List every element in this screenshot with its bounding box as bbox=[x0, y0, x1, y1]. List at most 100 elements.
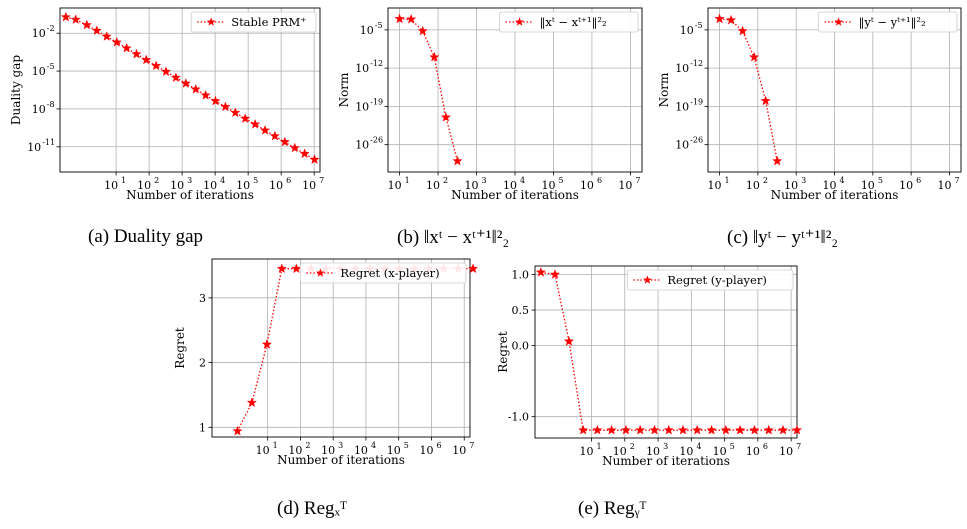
x-tick-exponent: 1 bbox=[725, 176, 730, 185]
data-point bbox=[677, 424, 689, 435]
y-axis-label: Regret bbox=[173, 327, 187, 369]
chart-regret-y: 10 1 10 2 10 3 10 4 10 5 10 6 10 7 1.0 0.5 0.0 -1.0 Regret… bbox=[480, 262, 810, 484]
plot-frame bbox=[59, 7, 321, 173]
y-axis-label: Duality gap bbox=[9, 55, 23, 125]
y-tick-label: 10 bbox=[360, 24, 374, 37]
x-tick-label: 10 bbox=[746, 445, 760, 458]
x-tick-exponent: 5 bbox=[253, 176, 258, 185]
x-tick-label: 10 bbox=[236, 179, 250, 192]
y-tick-label: 3 bbox=[199, 292, 206, 305]
plot-frame bbox=[534, 265, 798, 439]
data-point bbox=[406, 13, 417, 24]
x-tick-label: 10 bbox=[302, 179, 316, 192]
data-point bbox=[91, 25, 102, 36]
data-point bbox=[394, 13, 405, 24]
y-tick-exponent: -5 bbox=[695, 21, 703, 30]
x-tick-label: 10 bbox=[387, 444, 401, 457]
legend-box bbox=[626, 269, 794, 291]
data-point bbox=[180, 78, 191, 88]
data-point bbox=[289, 142, 300, 153]
data-point bbox=[101, 31, 112, 41]
data-point bbox=[250, 118, 261, 129]
y-tick-label: 2 bbox=[199, 357, 206, 370]
x-tick-exponent: 2 bbox=[763, 176, 768, 185]
data-point bbox=[200, 89, 211, 100]
y-tick-label: 10 bbox=[32, 27, 46, 40]
y-tick-label: 10 bbox=[27, 141, 41, 154]
plot-frame bbox=[707, 7, 962, 173]
x-tick-exponent: 7 bbox=[319, 176, 324, 185]
data-point bbox=[246, 397, 257, 408]
data-point bbox=[749, 424, 760, 435]
data-point bbox=[240, 113, 251, 123]
x-tick-label: 10 bbox=[203, 179, 217, 192]
x-tick-exponent: 4 bbox=[696, 442, 701, 451]
legend-box bbox=[299, 262, 467, 284]
chart-svg-a: 10 1 10 2 10 3 10 4 10 5 10 6 10 710 -210 -510 -810 -11St… bbox=[9, 7, 324, 202]
data-point bbox=[663, 424, 674, 435]
x-tick-label: 10 bbox=[256, 444, 270, 457]
legend-label: ‖yᵗ − yᵗ⁺¹‖²₂ bbox=[859, 15, 926, 30]
data-point bbox=[291, 263, 302, 274]
chart-y-norm: 10 1 10 2 10 3 10 4 10 5 10 6 10 7 10 -5 10 -12 10 -19 10 -26… bbox=[650, 0, 967, 215]
y-tick-label: 0.5 bbox=[512, 304, 530, 317]
legend-marker bbox=[206, 17, 216, 26]
data-point bbox=[417, 25, 428, 36]
legend-box bbox=[818, 11, 958, 33]
data-point bbox=[70, 14, 81, 24]
data-point bbox=[141, 54, 152, 65]
series-line bbox=[719, 18, 778, 162]
x-tick-exponent: 3 bbox=[663, 442, 668, 451]
data-point bbox=[111, 36, 122, 47]
data-point bbox=[309, 154, 320, 165]
x-tick-exponent: 4 bbox=[371, 441, 376, 450]
y-tick-label: 10 bbox=[355, 139, 369, 152]
x-tick-label: 10 bbox=[746, 179, 760, 192]
legend-marker bbox=[515, 17, 524, 26]
y-axis-label: Norm bbox=[657, 72, 671, 107]
x-tick-exponent: 4 bbox=[840, 176, 845, 185]
y-tick-label: 10 bbox=[32, 103, 46, 116]
y-tick-label: 10 bbox=[355, 62, 369, 75]
data-point bbox=[760, 95, 771, 106]
x-tick-exponent: 3 bbox=[187, 176, 192, 185]
x-tick-exponent: 3 bbox=[338, 441, 343, 450]
x-tick-exponent: 6 bbox=[916, 176, 921, 185]
data-point bbox=[763, 424, 774, 435]
data-point bbox=[791, 424, 803, 435]
y-tick-label: -1.0 bbox=[508, 411, 529, 424]
x-tick-exponent: 6 bbox=[286, 176, 291, 185]
x-tick-exponent: 4 bbox=[220, 176, 225, 185]
legend-label: Regret (y-player) bbox=[667, 273, 766, 287]
x-tick-label: 10 bbox=[104, 179, 118, 192]
x-tick-exponent: 1 bbox=[273, 441, 278, 450]
x-tick-label: 10 bbox=[354, 444, 368, 457]
data-point bbox=[276, 263, 287, 274]
y-axis-label: Regret bbox=[496, 331, 510, 373]
x-tick-exponent: 7 bbox=[469, 441, 474, 450]
x-tick-label: 10 bbox=[321, 444, 335, 457]
data-point bbox=[259, 124, 271, 135]
y-tick-exponent: -11 bbox=[42, 138, 55, 147]
y-tick-exponent: -12 bbox=[690, 59, 703, 68]
data-point bbox=[131, 48, 142, 59]
x-tick-exponent: 2 bbox=[154, 176, 159, 185]
data-point bbox=[230, 107, 241, 118]
y-tick-exponent: -5 bbox=[47, 62, 55, 71]
caption-c: (c) ‖yᵗ − yᵗ⁺¹‖²₂ bbox=[727, 227, 839, 248]
series-line bbox=[540, 271, 797, 431]
x-tick-label: 10 bbox=[388, 179, 402, 192]
x-tick-exponent: 6 bbox=[763, 442, 768, 451]
legend-box bbox=[499, 11, 639, 33]
x-tick-exponent: 6 bbox=[597, 176, 602, 185]
y-tick-exponent: -19 bbox=[690, 97, 703, 106]
x-tick-label: 10 bbox=[784, 179, 798, 192]
y-tick-label: 10 bbox=[675, 62, 689, 75]
x-tick-label: 10 bbox=[618, 179, 632, 192]
data-point bbox=[261, 339, 273, 349]
y-tick-label: 10 bbox=[32, 65, 46, 78]
x-tick-exponent: 7 bbox=[796, 442, 801, 451]
x-tick-exponent: 3 bbox=[801, 176, 806, 185]
x-tick-label: 10 bbox=[426, 179, 440, 192]
